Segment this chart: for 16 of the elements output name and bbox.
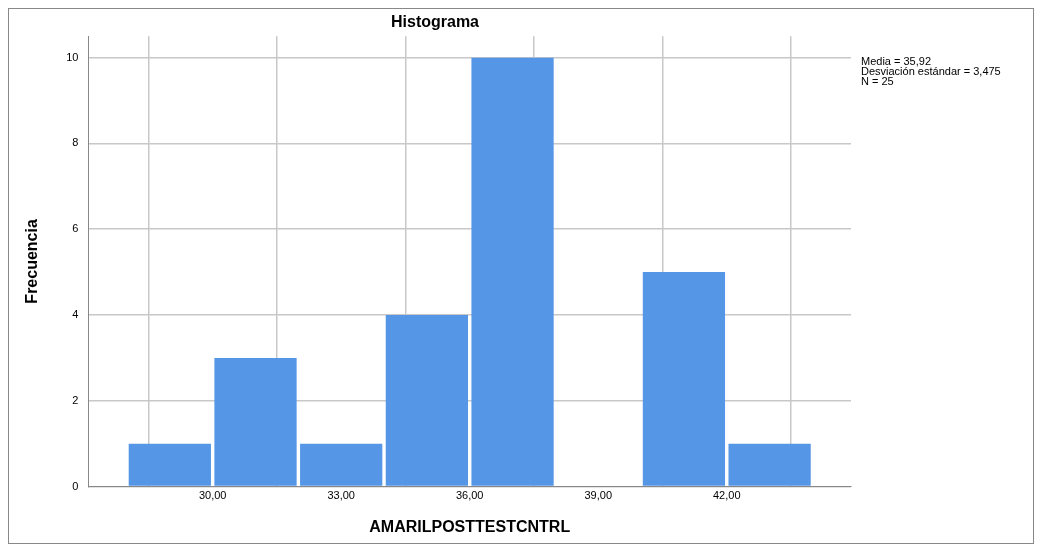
- y-tick-label: 2: [72, 393, 79, 406]
- x-tick-label: 30,00: [198, 489, 227, 502]
- y-tick-label: 6: [72, 222, 79, 235]
- text: Media = 35,92: [861, 54, 932, 67]
- x-tick-label: 33,00: [327, 489, 355, 502]
- y-tick-label: 8: [72, 136, 79, 149]
- y-tick-label: 10: [66, 50, 79, 63]
- y-axis-title: Frecuencia: [23, 219, 41, 304]
- x-tick-label: 39,00: [584, 489, 613, 502]
- chart-title: Histograma: [390, 13, 480, 31]
- y-tick-label: 0: [72, 479, 79, 492]
- x-tick-label: 42,00: [713, 489, 741, 502]
- y-tick-label: 4: [72, 308, 79, 321]
- x-axis-title: AMARILPOSTTESTCNTRL: [369, 517, 571, 535]
- x-tick-label: 36,00: [455, 489, 484, 502]
- text: N = 25: [861, 74, 894, 87]
